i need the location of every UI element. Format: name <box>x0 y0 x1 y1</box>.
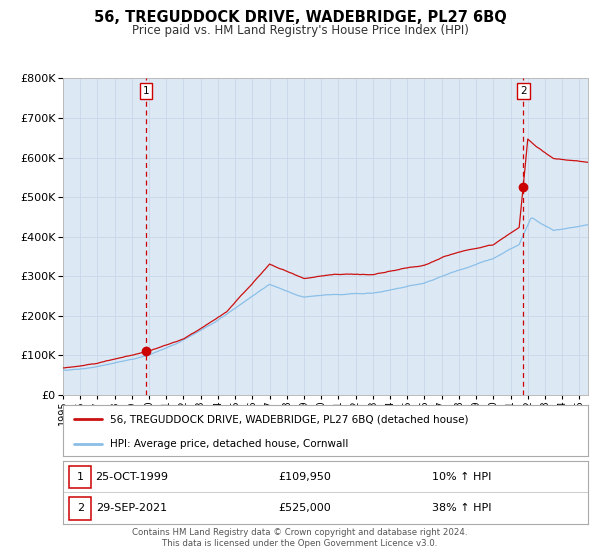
Text: 56, TREGUDDOCK DRIVE, WADEBRIDGE, PL27 6BQ (detached house): 56, TREGUDDOCK DRIVE, WADEBRIDGE, PL27 6… <box>110 414 469 424</box>
Text: 10% ↑ HPI: 10% ↑ HPI <box>433 472 491 482</box>
Text: 38% ↑ HPI: 38% ↑ HPI <box>432 503 492 513</box>
Text: Price paid vs. HM Land Registry's House Price Index (HPI): Price paid vs. HM Land Registry's House … <box>131 24 469 36</box>
Text: 29-SEP-2021: 29-SEP-2021 <box>95 503 167 513</box>
Text: 56, TREGUDDOCK DRIVE, WADEBRIDGE, PL27 6BQ: 56, TREGUDDOCK DRIVE, WADEBRIDGE, PL27 6… <box>94 10 506 25</box>
Text: HPI: Average price, detached house, Cornwall: HPI: Average price, detached house, Corn… <box>110 438 349 449</box>
Text: £109,950: £109,950 <box>278 472 331 482</box>
Text: 2: 2 <box>77 503 84 513</box>
Text: 2: 2 <box>520 86 527 96</box>
Text: 1: 1 <box>77 472 84 482</box>
Text: 1: 1 <box>143 86 149 96</box>
Text: £525,000: £525,000 <box>278 503 331 513</box>
FancyBboxPatch shape <box>70 497 91 520</box>
Text: Contains HM Land Registry data © Crown copyright and database right 2024.
This d: Contains HM Land Registry data © Crown c… <box>132 528 468 548</box>
FancyBboxPatch shape <box>70 465 91 488</box>
Text: 25-OCT-1999: 25-OCT-1999 <box>95 472 168 482</box>
